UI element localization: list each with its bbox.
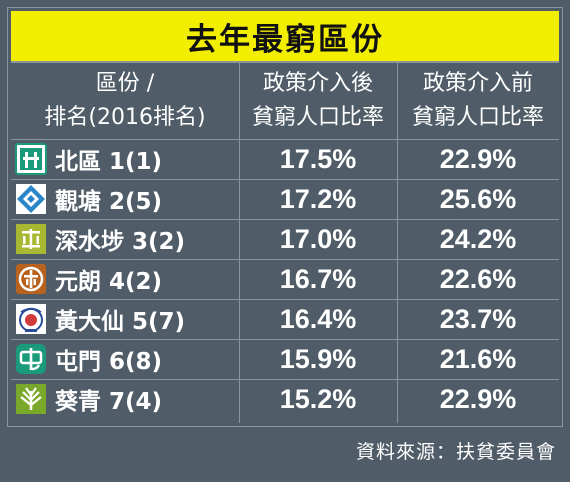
rate-before-policy: 24.2% xyxy=(439,223,517,254)
header-after-line2: 貧窮人口比率 xyxy=(251,105,384,130)
rate-after-policy: 17.5% xyxy=(279,143,357,174)
yuen-long-logo-icon xyxy=(15,263,47,295)
header-before-line2: 貧窮人口比率 xyxy=(411,105,544,130)
rate-before-policy: 22.6% xyxy=(439,263,517,294)
district-name: 葵青 7(4) xyxy=(55,389,163,415)
table-title: 去年最窮區份 xyxy=(11,11,559,63)
rate-before-policy: 23.7% xyxy=(439,303,517,334)
district-cell: 屯門 6(8) xyxy=(15,339,237,379)
rate-before-policy: 22.9% xyxy=(439,143,517,174)
district-name: 觀塘 2(5) xyxy=(55,189,163,215)
table-row: 深水埗 3(2) 17.0% 24.2% xyxy=(11,219,559,259)
row-divider xyxy=(11,259,559,260)
rate-after-policy: 16.4% xyxy=(279,303,357,334)
wong-tai-sin-logo-icon xyxy=(15,303,47,335)
row-divider xyxy=(11,339,559,340)
tuen-mun-logo-icon xyxy=(15,343,47,375)
table-row: 黃大仙 5(7) 16.4% 23.7% xyxy=(11,299,559,339)
kwun-tong-logo-icon xyxy=(15,183,47,215)
header-district-line1: 區份 / xyxy=(95,71,155,96)
header-district-line2: 排名(2016排名) xyxy=(44,105,206,130)
district-cell: 葵青 7(4) xyxy=(15,379,237,419)
sham-shui-po-logo-icon xyxy=(15,223,47,255)
table-row: 元朗 4(2) 16.7% 22.6% xyxy=(11,259,559,299)
district-cell: 黃大仙 5(7) xyxy=(15,299,237,339)
column-divider xyxy=(397,63,398,423)
table-row: 屯門 6(8) 15.9% 21.6% xyxy=(11,339,559,379)
district-name: 屯門 6(8) xyxy=(55,349,163,375)
district-cell: 北區 1(1) xyxy=(15,139,237,179)
header-before-policy: 政策介入前 貧窮人口比率 xyxy=(397,66,559,136)
column-divider xyxy=(239,63,240,423)
table-row: 觀塘 2(5) 17.2% 25.6% xyxy=(11,179,559,219)
rate-after-policy: 17.2% xyxy=(279,183,357,214)
rate-before-policy: 25.6% xyxy=(439,183,517,214)
table-frame xyxy=(7,7,563,427)
header-before-line1: 政策介入前 xyxy=(422,71,533,96)
district-name: 元朗 4(2) xyxy=(55,269,163,295)
rate-after-policy: 15.9% xyxy=(279,343,357,374)
district-cell: 深水埗 3(2) xyxy=(15,219,237,259)
rate-before-policy: 21.6% xyxy=(439,343,517,374)
header-district: 區份 / 排名(2016排名) xyxy=(11,66,239,136)
source-note: 資料來源：扶貧委員會 xyxy=(355,440,556,463)
header-after-policy: 政策介入後 貧窮人口比率 xyxy=(239,66,397,136)
district-name: 深水埗 3(2) xyxy=(55,229,186,255)
row-divider xyxy=(11,379,559,380)
row-divider xyxy=(11,179,559,180)
district-name: 黃大仙 5(7) xyxy=(55,309,186,335)
district-cell: 元朗 4(2) xyxy=(15,259,237,299)
north-district-logo-icon xyxy=(15,143,47,175)
rate-after-policy: 15.2% xyxy=(279,383,357,414)
header-after-line1: 政策介入後 xyxy=(262,71,373,96)
district-cell: 觀塘 2(5) xyxy=(15,179,237,219)
rate-after-policy: 16.7% xyxy=(279,263,357,294)
row-divider xyxy=(11,139,559,140)
table-row: 葵青 7(4) 15.2% 22.9% xyxy=(11,379,559,419)
rate-after-policy: 17.0% xyxy=(279,223,357,254)
district-name: 北區 1(1) xyxy=(55,149,163,175)
table-row: 北區 1(1) 17.5% 22.9% xyxy=(11,139,559,179)
kwai-tsing-logo-icon xyxy=(15,383,47,415)
row-divider xyxy=(11,299,559,300)
rate-before-policy: 22.9% xyxy=(439,383,517,414)
row-divider xyxy=(11,219,559,220)
